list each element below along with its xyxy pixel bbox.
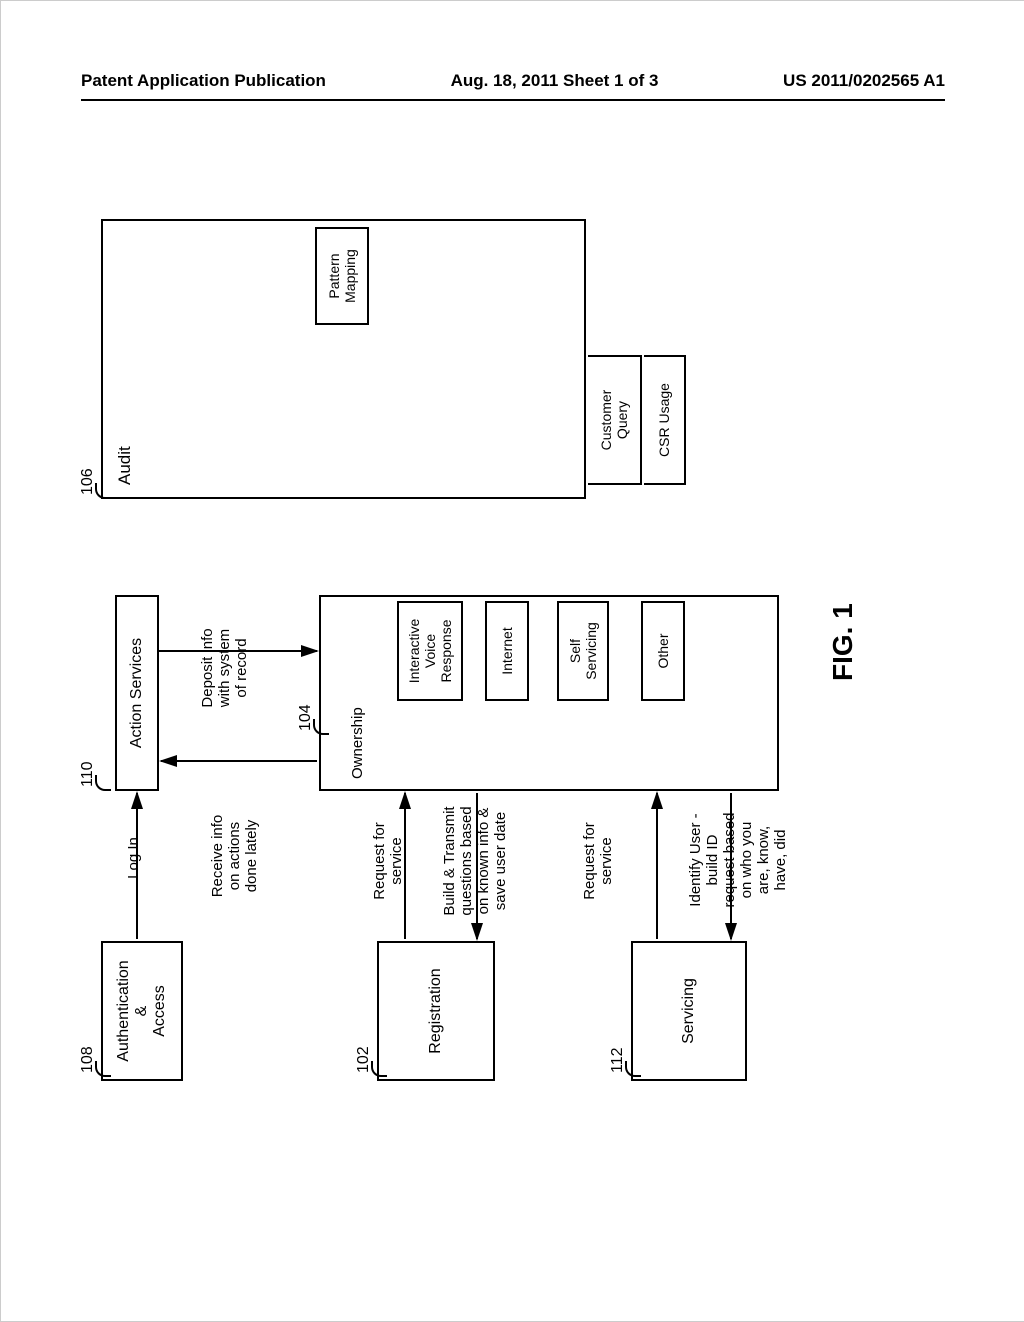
figure-label: FIG. 1 xyxy=(827,603,859,681)
header-right: US 2011/0202565 A1 xyxy=(783,71,945,91)
node-self-servicing: SelfServicing xyxy=(557,601,609,701)
node-label: PatternMapping xyxy=(326,249,358,303)
node-label: Authentication&Access xyxy=(115,960,169,1061)
node-action-services: Action Services xyxy=(115,595,159,791)
edge-label-identify: Identify User -build IDrequest basedon w… xyxy=(687,793,789,927)
ref-hook-icon xyxy=(625,1061,641,1077)
node-csr-usage: CSR Usage xyxy=(644,355,686,485)
node-registration: Registration xyxy=(377,941,495,1081)
node-label: SelfServicing xyxy=(567,622,599,680)
header-row: Patent Application Publication Aug. 18, … xyxy=(81,71,945,91)
node-other: Other xyxy=(641,601,685,701)
node-internet: Internet xyxy=(485,601,529,701)
node-label: Servicing xyxy=(680,978,698,1044)
figure-1-diagram: Authentication&Access 108 Action Service… xyxy=(101,181,881,1081)
ref-hook-icon xyxy=(95,483,111,499)
edge-label-recv: Receive infoon actionsdone lately xyxy=(209,791,260,921)
page: Patent Application Publication Aug. 18, … xyxy=(0,0,1024,1322)
header-left: Patent Application Publication xyxy=(81,71,326,91)
node-label: Registration xyxy=(427,968,445,1053)
node-label: CSR Usage xyxy=(656,383,672,457)
node-servicing: Servicing xyxy=(631,941,747,1081)
node-label: Action Services xyxy=(128,638,146,748)
edge-label-build: Build & Transmitquestions basedon known … xyxy=(441,793,509,929)
diagram-rotated-canvas: Authentication&Access 108 Action Service… xyxy=(101,181,881,1081)
edge-label-deposit: Deposit infowith systemof record xyxy=(199,603,250,733)
edge-label-req2: Request forservice xyxy=(581,801,615,921)
page-header: Patent Application Publication Aug. 18, … xyxy=(81,71,945,101)
edge-label-req1: Request forservice xyxy=(371,801,405,921)
node-pattern-mapping: PatternMapping xyxy=(315,227,369,325)
node-label: Internet xyxy=(499,627,515,674)
node-label: InteractiveVoiceResponse xyxy=(406,619,454,684)
ref-hook-icon xyxy=(371,1061,387,1077)
node-ownership xyxy=(319,595,779,791)
node-customer-query: CustomerQuery xyxy=(588,355,642,485)
node-ownership-label: Ownership xyxy=(349,707,366,779)
node-authentication-access: Authentication&Access xyxy=(101,941,183,1081)
node-label: Other xyxy=(655,634,671,669)
edge-label-login: Log In xyxy=(125,803,142,913)
ref-hook-icon xyxy=(313,719,329,735)
header-center: Aug. 18, 2011 Sheet 1 of 3 xyxy=(451,71,659,91)
ref-hook-icon xyxy=(95,775,111,791)
node-audit-label: Audit xyxy=(115,446,135,485)
ref-hook-icon xyxy=(95,1061,111,1077)
node-ivr: InteractiveVoiceResponse xyxy=(397,601,463,701)
node-label: CustomerQuery xyxy=(598,390,630,451)
